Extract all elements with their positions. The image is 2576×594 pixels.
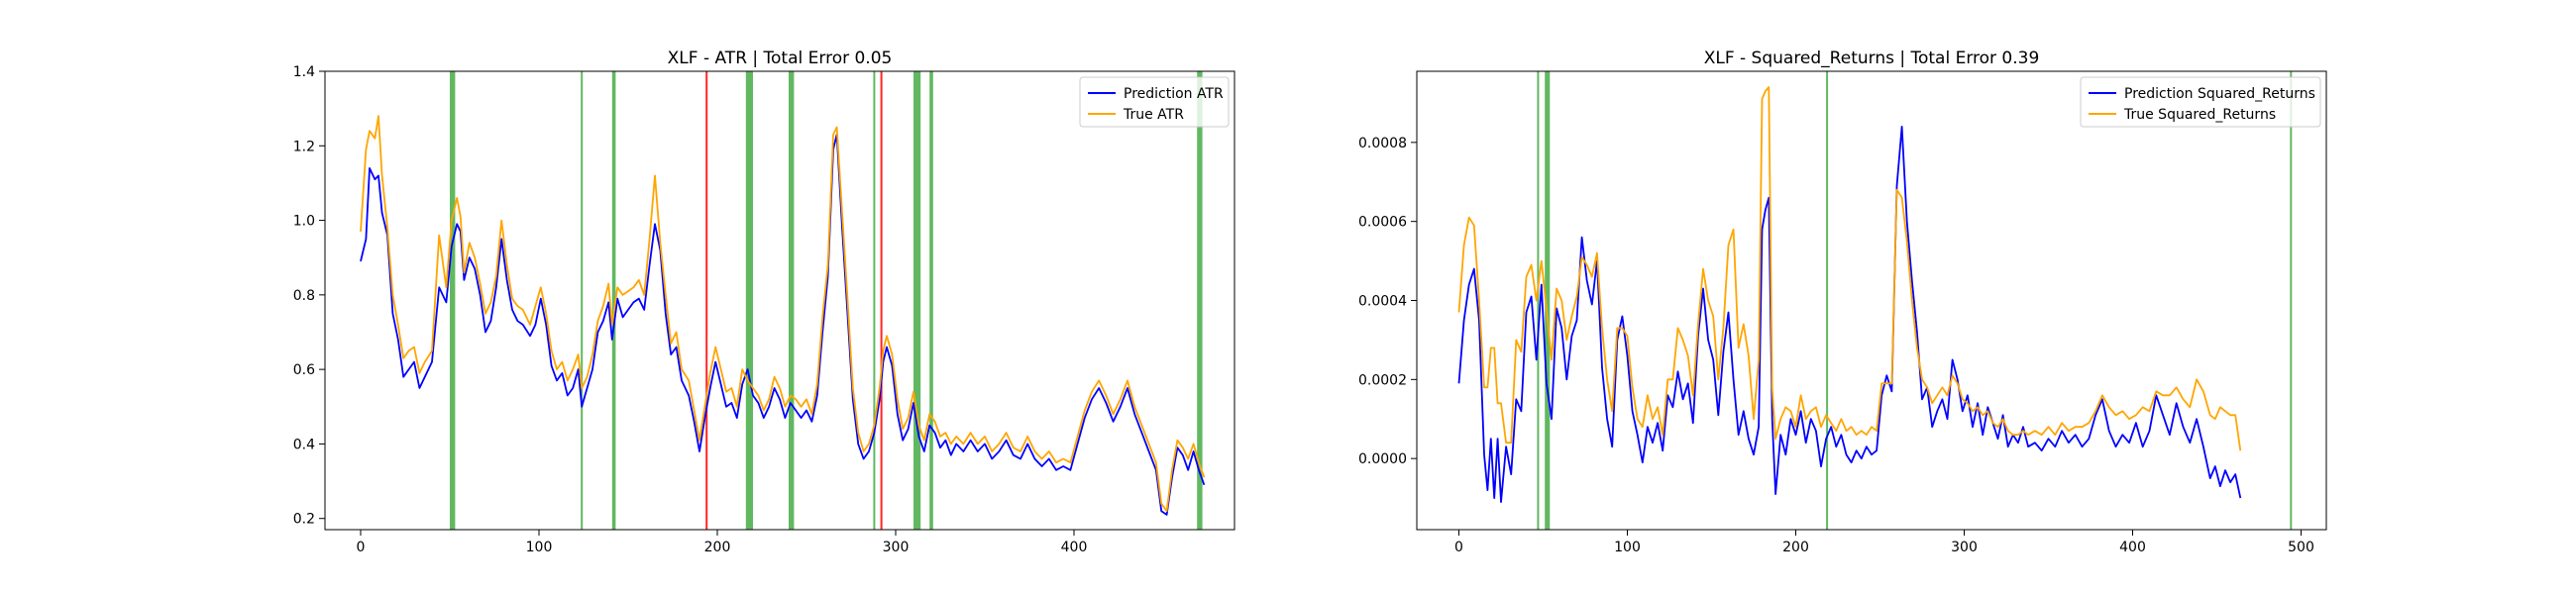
sqret-x-tick-label-4: 400 [2119, 540, 2146, 555]
atr-chart-title: XLF - ATR | Total Error 0.05 [668, 49, 893, 68]
atr-x-tick-label-3: 300 [883, 540, 910, 555]
atr-plot-frame [324, 70, 1235, 531]
sqret-x-tick-label-0: 0 [1454, 540, 1463, 555]
atr-x-tick-label-2: 200 [704, 540, 731, 555]
atr-series-lines [360, 115, 1206, 516]
sqret-x-tick-label-3: 300 [1951, 540, 1978, 555]
sqret-marker-line-1 [1545, 71, 1551, 530]
sqret-y-tick-label-0: 0.0000 [1358, 451, 1407, 467]
atr-marker-line-5 [789, 71, 795, 530]
sqret-marker-line-3 [2290, 71, 2293, 530]
atr-legend-box [1079, 76, 1230, 128]
sqret-legend-label-true: True Squared_Returns [2123, 107, 2276, 123]
atr-y-tick-label-1: 0.4 [293, 437, 315, 452]
atr-y-tick-label-4: 1.0 [293, 214, 315, 230]
sqret-chart-title: XLF - Squared_Returns | Total Error 0.39 [1704, 49, 2040, 68]
atr-vertical-lines [450, 71, 1203, 530]
sqret-x-tick-label-1: 100 [1614, 540, 1641, 555]
atr-marker-line-8 [913, 71, 921, 530]
sqret-series-true-line [1457, 86, 2242, 451]
atr-y-axis: 0.2 0.4 0.6 0.8 1.0 1.2 1.4 [293, 64, 325, 528]
atr-marker-line-10 [1197, 71, 1203, 530]
atr-x-tick-label-1: 100 [526, 540, 553, 555]
sqret-x-axis: 0 100 200 300 400 500 [1454, 530, 2314, 555]
sqret-series-lines [1457, 86, 2242, 503]
sqret-legend-box [2080, 76, 2321, 128]
atr-marker-line-0 [450, 71, 456, 530]
atr-legend-label-prediction: Prediction ATR [1124, 86, 1224, 102]
sqret-y-tick-label-2: 0.0004 [1358, 294, 1407, 310]
atr-series-prediction-line [360, 134, 1206, 516]
atr-marker-line-4 [745, 71, 753, 530]
atr-x-tick-label-0: 0 [357, 540, 366, 555]
atr-y-tick-label-0: 0.2 [293, 512, 315, 528]
atr-y-tick-label-3: 0.8 [293, 288, 315, 304]
atr-marker-line-3 [705, 71, 708, 530]
sqret-y-tick-label-1: 0.0002 [1358, 372, 1407, 388]
atr-marker-line-1 [581, 71, 584, 530]
atr-y-tick-label-6: 1.4 [293, 64, 315, 80]
atr-series-true-line [360, 115, 1206, 513]
sqret-x-tick-label-5: 500 [2288, 540, 2314, 555]
sqret-marker-line-0 [1537, 71, 1540, 530]
atr-y-tick-label-5: 1.2 [293, 139, 315, 154]
atr-legend: Prediction ATR True ATR [1079, 76, 1230, 128]
sqret-y-axis: 0.0000 0.0002 0.0004 0.0006 0.0008 [1358, 136, 1417, 467]
sqret-vertical-lines [1537, 71, 2293, 530]
atr-x-axis: 0 100 200 300 400 [357, 530, 1088, 555]
atr-marker-line-9 [929, 71, 933, 530]
sqret-y-tick-label-3: 0.0006 [1358, 215, 1407, 231]
sqret-y-tick-label-4: 0.0008 [1358, 136, 1407, 151]
atr-marker-line-6 [873, 71, 876, 530]
atr-marker-line-2 [611, 71, 616, 530]
sqret-series-prediction-line [1457, 126, 2242, 503]
atr-x-tick-label-4: 400 [1061, 540, 1088, 555]
chart-atr: 0 100 200 300 400 0.2 0.4 0.6 0.8 1.0 1.2 1.4 XLF … [293, 49, 1235, 555]
chart-squared-returns: 0 100 200 300 400 500 0.00000.00020.00040.000… [1358, 49, 2327, 555]
sqret-x-tick-label-2: 200 [1782, 540, 1809, 555]
atr-marker-line-7 [880, 71, 883, 530]
sqret-marker-line-2 [1826, 71, 1829, 530]
sqret-legend: Prediction Squared_Returns True Squared_… [2080, 76, 2321, 128]
sqret-legend-label-prediction: Prediction Squared_Returns [2124, 86, 2315, 102]
atr-y-tick-label-2: 0.6 [293, 362, 315, 378]
atr-legend-label-true: True ATR [1123, 107, 1184, 123]
